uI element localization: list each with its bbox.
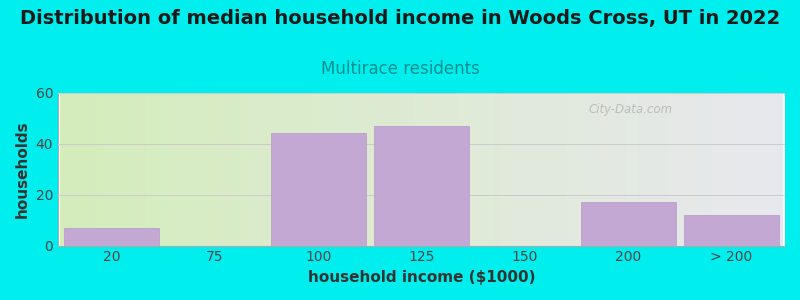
Bar <box>581 202 675 246</box>
Text: Multirace residents: Multirace residents <box>321 60 479 78</box>
Bar <box>64 228 159 246</box>
Y-axis label: households: households <box>15 120 30 218</box>
Text: City-Data.com: City-Data.com <box>589 103 673 116</box>
X-axis label: household income ($1000): household income ($1000) <box>308 270 535 285</box>
Bar <box>374 126 469 246</box>
Text: Distribution of median household income in Woods Cross, UT in 2022: Distribution of median household income … <box>20 9 780 28</box>
Bar <box>270 133 366 246</box>
Bar <box>684 215 779 246</box>
